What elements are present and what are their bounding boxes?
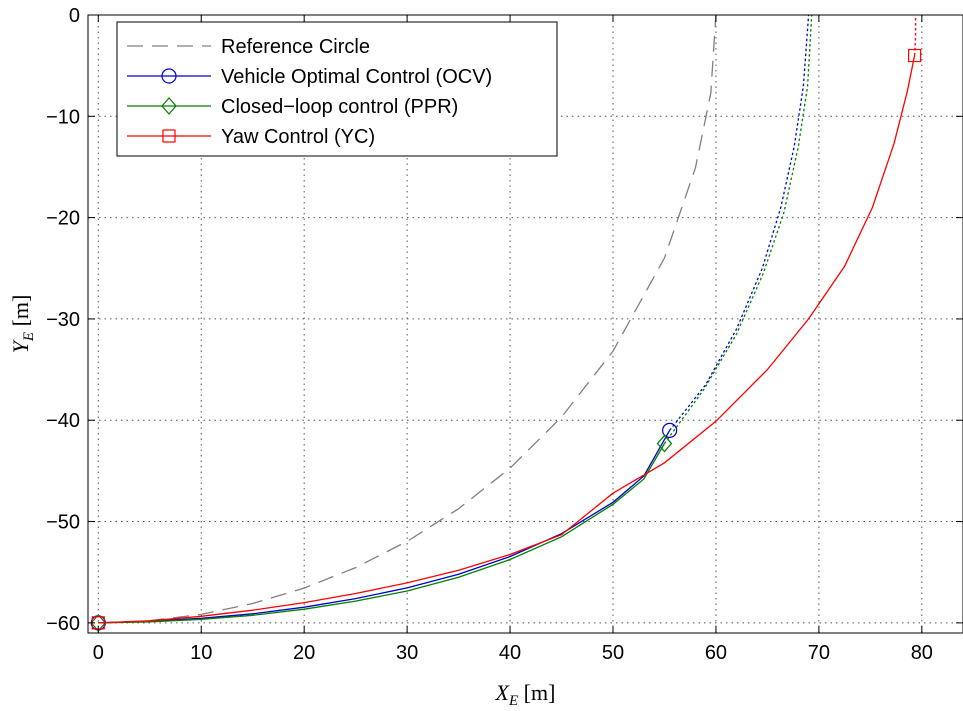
legend-label-closed-loop-control-ppr: Closed−loop control (PPR) xyxy=(221,96,458,118)
x-tick-label: 10 xyxy=(190,642,212,664)
y-tick-label: −20 xyxy=(46,208,80,230)
series-marker-yaw-control-yc xyxy=(908,48,922,63)
series-continuation-vehicle-optimal-control-ocv xyxy=(669,14,810,431)
x-tick-label: 0 xyxy=(93,642,104,664)
y-axis-label-unit: [m] xyxy=(8,295,33,332)
x-tick-label: 60 xyxy=(705,642,727,664)
legend-label-yaw-control-yc: Yaw Control (YC) xyxy=(221,126,375,148)
y-tick-label: −50 xyxy=(46,512,80,534)
legend: Reference Circle Vehicle Optimal Control … xyxy=(116,21,558,157)
x-tick-label: 30 xyxy=(396,642,418,664)
y-axis-label-base: Y xyxy=(8,338,33,353)
x-tick-label: 80 xyxy=(911,642,933,664)
y-tick-label: −10 xyxy=(46,106,80,128)
series-line-yaw-control-yc xyxy=(98,55,916,624)
y-axis-label-sub: E xyxy=(21,332,37,342)
x-axis-label: XE [m] xyxy=(495,680,556,709)
x-tick-label: 20 xyxy=(293,642,315,664)
x-axis-label-sub: E xyxy=(508,693,518,709)
x-axis-label-base: X xyxy=(495,680,511,705)
series-continuation-yaw-control-yc xyxy=(913,15,917,56)
series-lines xyxy=(98,14,917,624)
legend-marker-closed-loop-control-ppr xyxy=(161,97,177,115)
series-line-vehicle-optimal-control-ocv xyxy=(98,430,671,624)
y-tick-label: −30 xyxy=(46,309,80,331)
series-marker-vehicle-optimal-control-ocv xyxy=(662,422,678,438)
x-tick-label: 70 xyxy=(808,642,830,664)
legend-marker-vehicle-optimal-control-ocv xyxy=(161,68,177,84)
x-axis-label-unit: [m] xyxy=(518,680,555,705)
y-tick-label: −40 xyxy=(46,410,80,432)
legend-label-reference-circle: Reference Circle xyxy=(221,36,370,58)
series-line-closed-loop-control-ppr xyxy=(98,443,666,624)
y-tick-label: 0 xyxy=(69,5,80,27)
series-continuation-closed-loop-control-ppr xyxy=(663,14,813,444)
x-tick-label: 40 xyxy=(499,642,521,664)
legend-label-vehicle-optimal-control-ocv: Vehicle Optimal Control (OCV) xyxy=(221,66,492,88)
legend-box xyxy=(116,21,558,157)
series-marker-closed-loop-control-ppr xyxy=(656,434,673,453)
legend-marker-yaw-control-yc xyxy=(162,129,176,143)
series-line-reference-circle xyxy=(98,14,717,624)
x-tick-label: 50 xyxy=(602,642,624,664)
grid-lines xyxy=(88,14,963,633)
axis-ticks: 0 10 20 30 40 50 60 70 80 0 −10 −20 −30 −40 −50 −60 xyxy=(46,5,963,664)
y-axis-label: YE [m] xyxy=(8,295,37,354)
plot-frame xyxy=(87,14,963,634)
y-tick-label: −60 xyxy=(46,613,80,635)
